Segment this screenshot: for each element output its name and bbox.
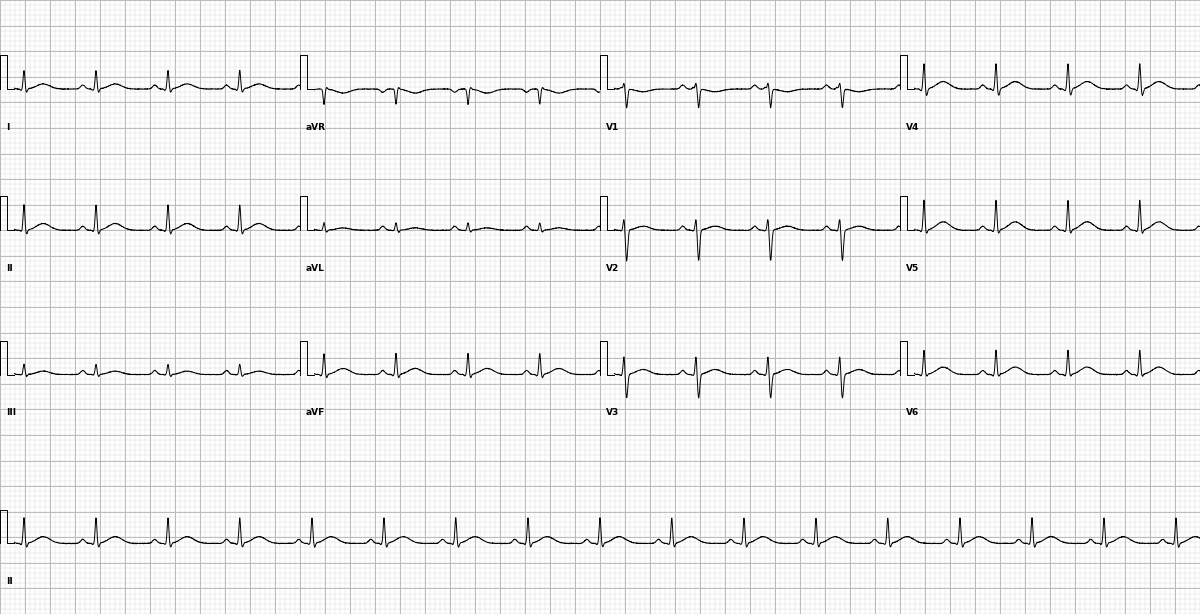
Text: V2: V2 bbox=[606, 264, 619, 273]
Text: V5: V5 bbox=[906, 264, 919, 273]
Text: II: II bbox=[6, 264, 13, 273]
Text: aVR: aVR bbox=[306, 123, 326, 132]
Text: V6: V6 bbox=[906, 408, 919, 418]
Text: V1: V1 bbox=[606, 123, 619, 132]
Text: V3: V3 bbox=[606, 408, 619, 418]
Text: V4: V4 bbox=[906, 123, 919, 132]
Text: aVL: aVL bbox=[306, 264, 325, 273]
Text: II: II bbox=[6, 577, 13, 586]
Text: aVF: aVF bbox=[306, 408, 325, 418]
Text: I: I bbox=[6, 123, 10, 132]
Text: III: III bbox=[6, 408, 16, 418]
